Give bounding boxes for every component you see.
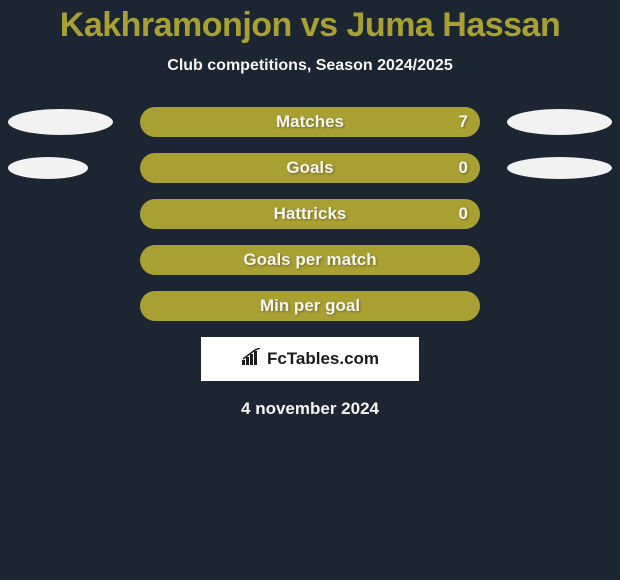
stat-row-goals-per-match: Goals per match [0, 245, 620, 275]
page-subtitle: Club competitions, Season 2024/2025 [0, 57, 620, 75]
stat-bar: Hattricks 0 [140, 199, 480, 229]
page-title: Kakhramonjon vs Juma Hassan [0, 0, 620, 45]
left-value-blob [8, 157, 88, 179]
stat-label: Goals [286, 158, 333, 178]
source-logo: FcTables.com [241, 348, 379, 371]
stat-label: Min per goal [260, 296, 360, 316]
stat-label: Goals per match [243, 250, 376, 270]
left-value-blob [8, 109, 113, 135]
stat-row-goals: Goals 0 [0, 153, 620, 183]
stats-area: Matches 7 Goals 0 Hattricks 0 Goals per … [0, 107, 620, 321]
stat-bar: Min per goal [140, 291, 480, 321]
stat-label: Matches [276, 112, 344, 132]
stat-row-matches: Matches 7 [0, 107, 620, 137]
comparison-infographic: Kakhramonjon vs Juma Hassan Club competi… [0, 0, 620, 580]
right-value-blob [507, 157, 612, 179]
stat-value: 0 [459, 158, 468, 178]
stat-bar: Goals per match [140, 245, 480, 275]
stat-bar: Matches 7 [140, 107, 480, 137]
right-value-blob [507, 109, 612, 135]
stat-bar: Goals 0 [140, 153, 480, 183]
stat-value: 0 [459, 204, 468, 224]
stat-label: Hattricks [274, 204, 347, 224]
source-logo-text: FcTables.com [267, 349, 379, 369]
stat-row-hattricks: Hattricks 0 [0, 199, 620, 229]
source-logo-box: FcTables.com [201, 337, 419, 381]
generation-date: 4 november 2024 [0, 399, 620, 419]
stat-value: 7 [459, 112, 468, 132]
stat-row-min-per-goal: Min per goal [0, 291, 620, 321]
bar-chart-icon [241, 348, 263, 371]
